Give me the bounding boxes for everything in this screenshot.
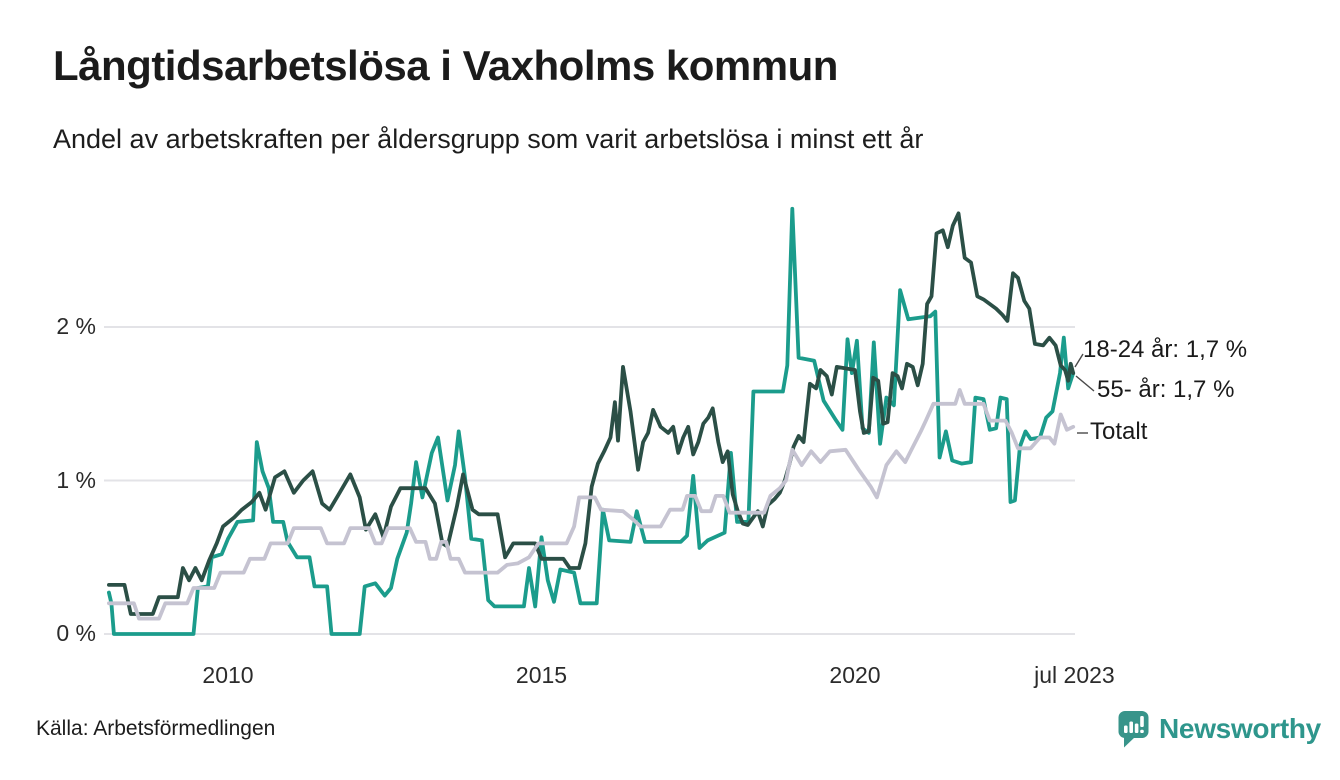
label-connector: [1075, 375, 1095, 392]
series-line-18-24-r: [107, 206, 1076, 636]
x-tick-label: 2020: [829, 662, 881, 688]
label-connector: [1074, 353, 1084, 368]
x-tick-label: 2010: [202, 662, 254, 688]
series-end-label: Totalt: [1090, 418, 1148, 445]
chart-subtitle: Andel av arbetskraften per åldersgrupp s…: [53, 124, 924, 154]
newsworthy-speech-bubble-icon: [1118, 711, 1149, 748]
series-line-totalt: [107, 387, 1076, 621]
y-tick-label: 2 %: [56, 313, 96, 339]
series-end-label: 55- år: 1,7 %: [1097, 376, 1235, 403]
newsworthy-wordmark: Newsworthy: [1159, 712, 1321, 744]
page-title: Långtidsarbetslösa i Vaxholms kommun: [53, 42, 838, 89]
x-tick-label: jul 2023: [1034, 662, 1115, 688]
newsworthy-logo: Newsworthy: [1117, 709, 1321, 748]
series-line-55-r: [107, 211, 1076, 616]
source-note: Källa: Arbetsförmedlingen: [36, 717, 276, 740]
series-end-label: 18-24 år: 1,7 %: [1083, 336, 1248, 363]
y-tick-label: 1 %: [56, 466, 96, 493]
y-tick-label: 0 %: [56, 620, 96, 646]
x-tick-label: 2015: [515, 662, 568, 688]
